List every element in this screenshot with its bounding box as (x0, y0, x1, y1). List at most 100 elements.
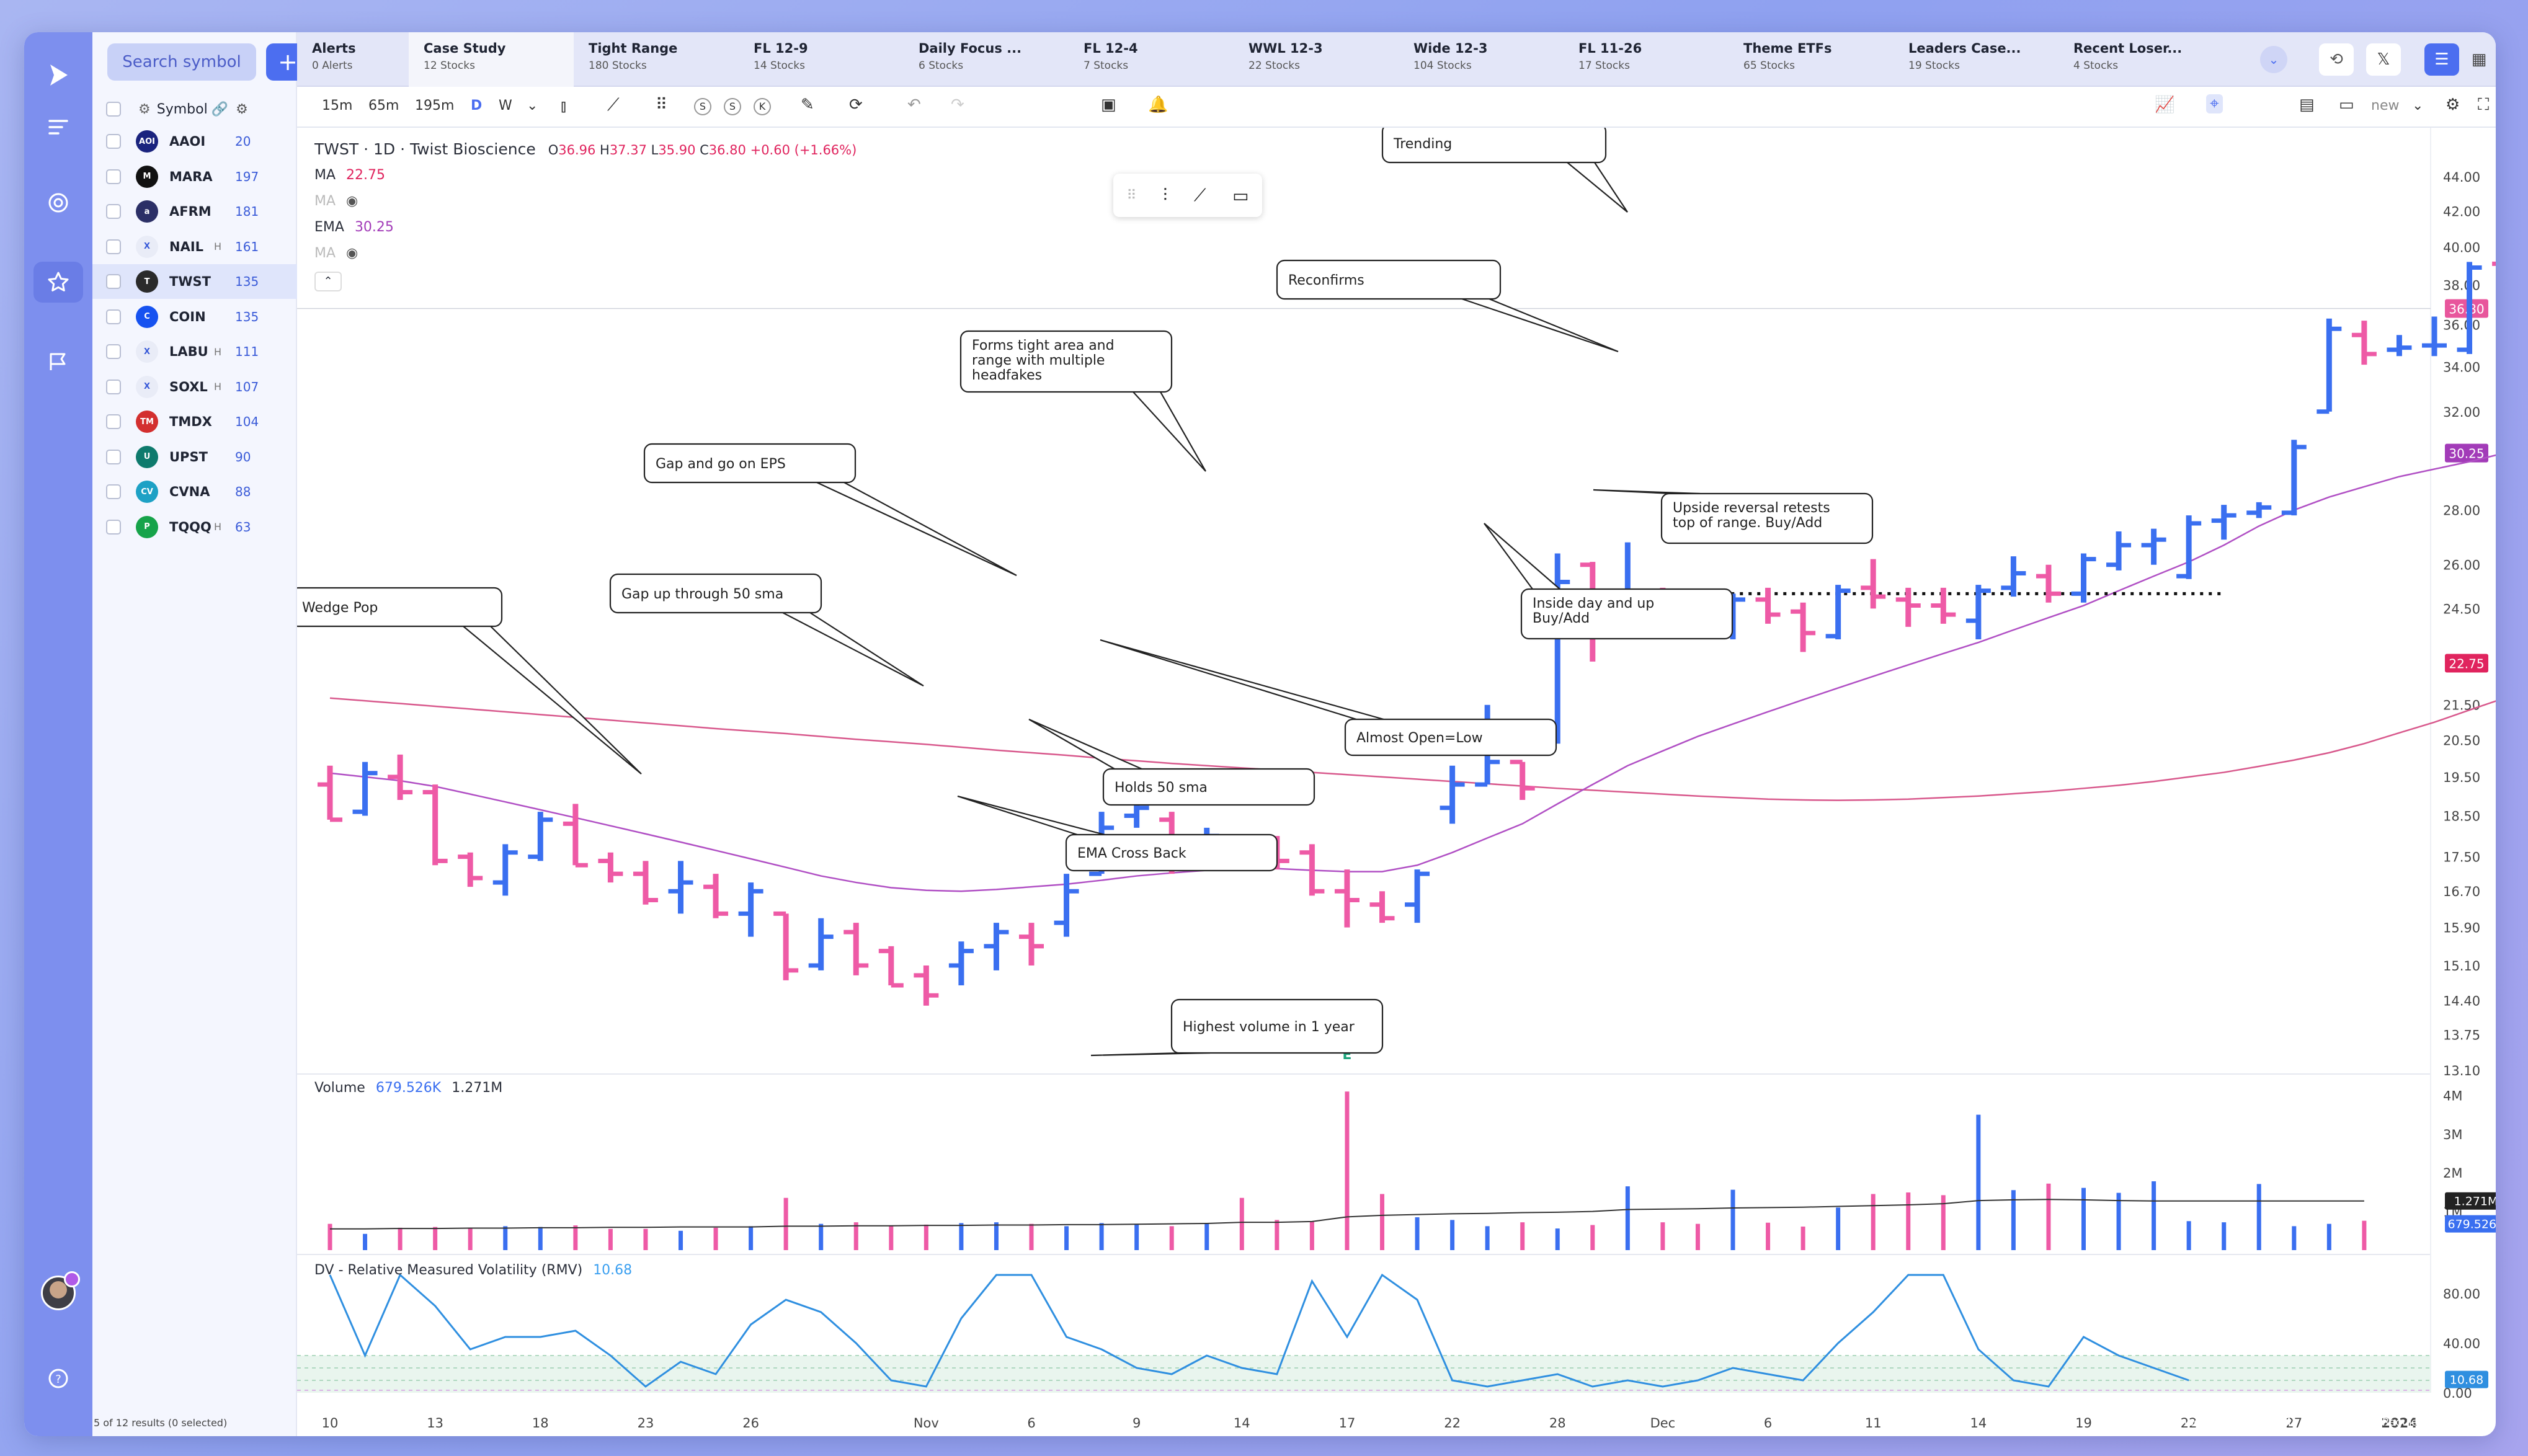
row-checkbox[interactable] (106, 169, 121, 184)
tab-6[interactable]: WWL 12-3 22 Stocks (1234, 32, 1399, 87)
layout-name[interactable]: new (2371, 98, 2400, 113)
row-checkbox[interactable] (106, 134, 121, 149)
interval-W[interactable]: W (499, 98, 512, 113)
tab-5[interactable]: FL 12-4 7 Stocks (1069, 32, 1234, 87)
row-checkbox[interactable] (106, 449, 121, 464)
row-checkbox[interactable] (106, 274, 121, 289)
tab-2[interactable]: Tight Range 180 Stocks (574, 32, 739, 87)
drag-handle-icon[interactable]: ⠿ (1126, 187, 1137, 203)
search-symbol-button[interactable]: Search symbol (107, 43, 256, 81)
line-chart-icon[interactable]: 📈 (2155, 95, 2175, 114)
row-checkbox[interactable] (106, 204, 121, 219)
watchlist-row[interactable]: X SOXL H 107 (92, 370, 297, 404)
status-menu-icon[interactable]: ⋮ (2480, 1415, 2491, 1427)
s2-button[interactable]: S (724, 98, 741, 115)
market-status[interactable]: ◷ Market: Regular Market (2326, 1416, 2462, 1429)
watchlist-row[interactable]: M MARA 197 (92, 159, 297, 194)
tab-7[interactable]: Wide 12-3 104 Stocks (1399, 32, 1564, 87)
collapse-legend-button[interactable]: ⌃ (314, 272, 342, 291)
ma3-legend[interactable]: MA ◉ (314, 246, 358, 261)
price-chart[interactable]: 44.00 42.00 40.00 38.00 36.00 34.00 32.00 28.00… (290, 123, 2496, 1436)
gear-icon[interactable]: ⚙ (138, 101, 151, 117)
tab-9[interactable]: Theme ETFs 65 Stocks (1729, 32, 1894, 87)
watchlist-row[interactable]: U UPST 90 (92, 440, 297, 474)
row-checkbox[interactable] (106, 309, 121, 324)
interval-15m[interactable]: 15m (322, 98, 353, 113)
settings-gear-icon[interactable]: ⚙ (2446, 95, 2460, 114)
callout-tool-icon[interactable]: ▭ (1232, 185, 1249, 206)
row-checkbox[interactable] (106, 414, 121, 429)
eraser-icon[interactable]: ✎ (801, 95, 814, 114)
tab-3[interactable]: FL 12-9 14 Stocks (739, 32, 904, 87)
s-button[interactable]: S (694, 98, 711, 115)
alert-bell-icon[interactable]: 🔔 (1148, 95, 1168, 114)
watchlist-row[interactable]: a AFRM 181 (92, 194, 297, 229)
share-icon[interactable]: ⟲ (2319, 43, 2354, 76)
folder-icon[interactable]: ▭ (2339, 95, 2354, 114)
interval-195m[interactable]: 195m (415, 98, 455, 113)
row-checkbox[interactable] (106, 519, 121, 535)
eye-hidden-icon[interactable]: ◉ (346, 246, 358, 261)
layout-dropdown-icon[interactable]: ⌄ (2412, 98, 2424, 113)
interval-dropdown-icon[interactable]: ⌄ (527, 98, 538, 113)
layout-icon[interactable]: ⠿ (656, 95, 668, 114)
callout-text: Holds 50 sma (1115, 780, 1208, 796)
tab-1[interactable]: Case Study 12 Stocks (409, 32, 574, 87)
watchlist-row[interactable]: P TQQQ H 63 (92, 510, 297, 544)
interval-D[interactable]: D (471, 98, 483, 113)
watchlist-row[interactable]: X NAIL H 161 (92, 229, 297, 264)
fullscreen-icon[interactable]: ⛶ (2478, 95, 2490, 114)
tab-11[interactable]: Recent Loser... 4 Stocks (2058, 32, 2223, 87)
ema-legend[interactable]: EMA 30.25 (314, 220, 394, 235)
flag-icon[interactable] (33, 341, 83, 382)
avatar[interactable] (33, 1271, 83, 1313)
undo-icon[interactable]: ↶ (907, 95, 921, 114)
watchlist-row[interactable]: CV CVNA 88 (92, 474, 297, 509)
callout-box (1520, 588, 1734, 640)
eye-hidden-icon[interactable]: ◉ (346, 193, 358, 209)
help-icon[interactable]: ? (33, 1358, 83, 1399)
watchlist-row[interactable]: T TWST 135 (92, 264, 297, 299)
redo-icon[interactable]: ↷ (951, 95, 964, 114)
radar-icon[interactable] (33, 182, 83, 223)
crosshair-icon[interactable]: ⌖ (2206, 94, 2223, 113)
link-icon[interactable]: 🔗 (211, 101, 229, 117)
select-all-checkbox[interactable] (106, 102, 121, 117)
settings-icon[interactable]: ⚙ (236, 101, 248, 117)
template-icon[interactable]: ▤ (2299, 95, 2315, 114)
calendar-icon[interactable]: ▣ (1101, 95, 1116, 114)
tab-4[interactable]: Daily Focus ... 6 Stocks (904, 32, 1069, 87)
ma1-legend[interactable]: MA 22.75 (314, 167, 385, 183)
logo-icon[interactable] (33, 55, 83, 95)
x-social-icon[interactable]: 𝕏 (2366, 43, 2401, 76)
watchlist-row[interactable]: C COIN 135 (92, 300, 297, 334)
row-checkbox[interactable] (106, 484, 121, 499)
chart-area[interactable]: 44.00 42.00 40.00 38.00 36.00 34.00 32.00 28.00… (290, 123, 2496, 1436)
tab-8[interactable]: FL 11-26 17 Stocks (1564, 32, 1729, 87)
watchlist-row[interactable]: AOI AAOI 20 (92, 124, 297, 159)
tab-10[interactable]: Leaders Case... 19 Stocks (1894, 32, 2058, 87)
watchlist-row[interactable]: X LABU H 111 (92, 334, 297, 369)
ohlc-bar (598, 852, 623, 883)
trendline-tool-icon[interactable]: ⟋ (1193, 185, 1206, 205)
menu-icon[interactable] (33, 107, 83, 148)
indicators-icon[interactable]: ⟋ (607, 94, 620, 115)
ma2-legend[interactable]: MA ◉ (314, 193, 358, 209)
row-checkbox[interactable] (106, 239, 121, 254)
ohlc-bar (528, 812, 553, 861)
watchlist-row[interactable]: TM TMDX 104 (92, 404, 297, 439)
symbol-column-header[interactable]: Symbol (156, 101, 208, 117)
interval-65m[interactable]: 65m (368, 98, 399, 113)
ohlc-tool-icon[interactable]: ⫶ (1163, 185, 1168, 205)
bar-style-icon[interactable]: ⫾ (561, 95, 566, 116)
k-button[interactable]: K (754, 98, 771, 115)
grid-view-icon[interactable]: ▦ (2471, 50, 2487, 69)
refresh-icon[interactable]: ⟳ (849, 95, 863, 114)
row-checkbox[interactable] (106, 344, 121, 359)
row-checkbox[interactable] (106, 379, 121, 394)
chevron-down-icon[interactable]: ⌄ (2260, 46, 2287, 73)
star-icon[interactable] (33, 262, 83, 303)
list-view-icon[interactable]: ☰ (2424, 43, 2459, 76)
tab-0[interactable]: Alerts 0 Alerts (297, 32, 409, 87)
annotation-callout: Wedge Pop (290, 587, 642, 775)
